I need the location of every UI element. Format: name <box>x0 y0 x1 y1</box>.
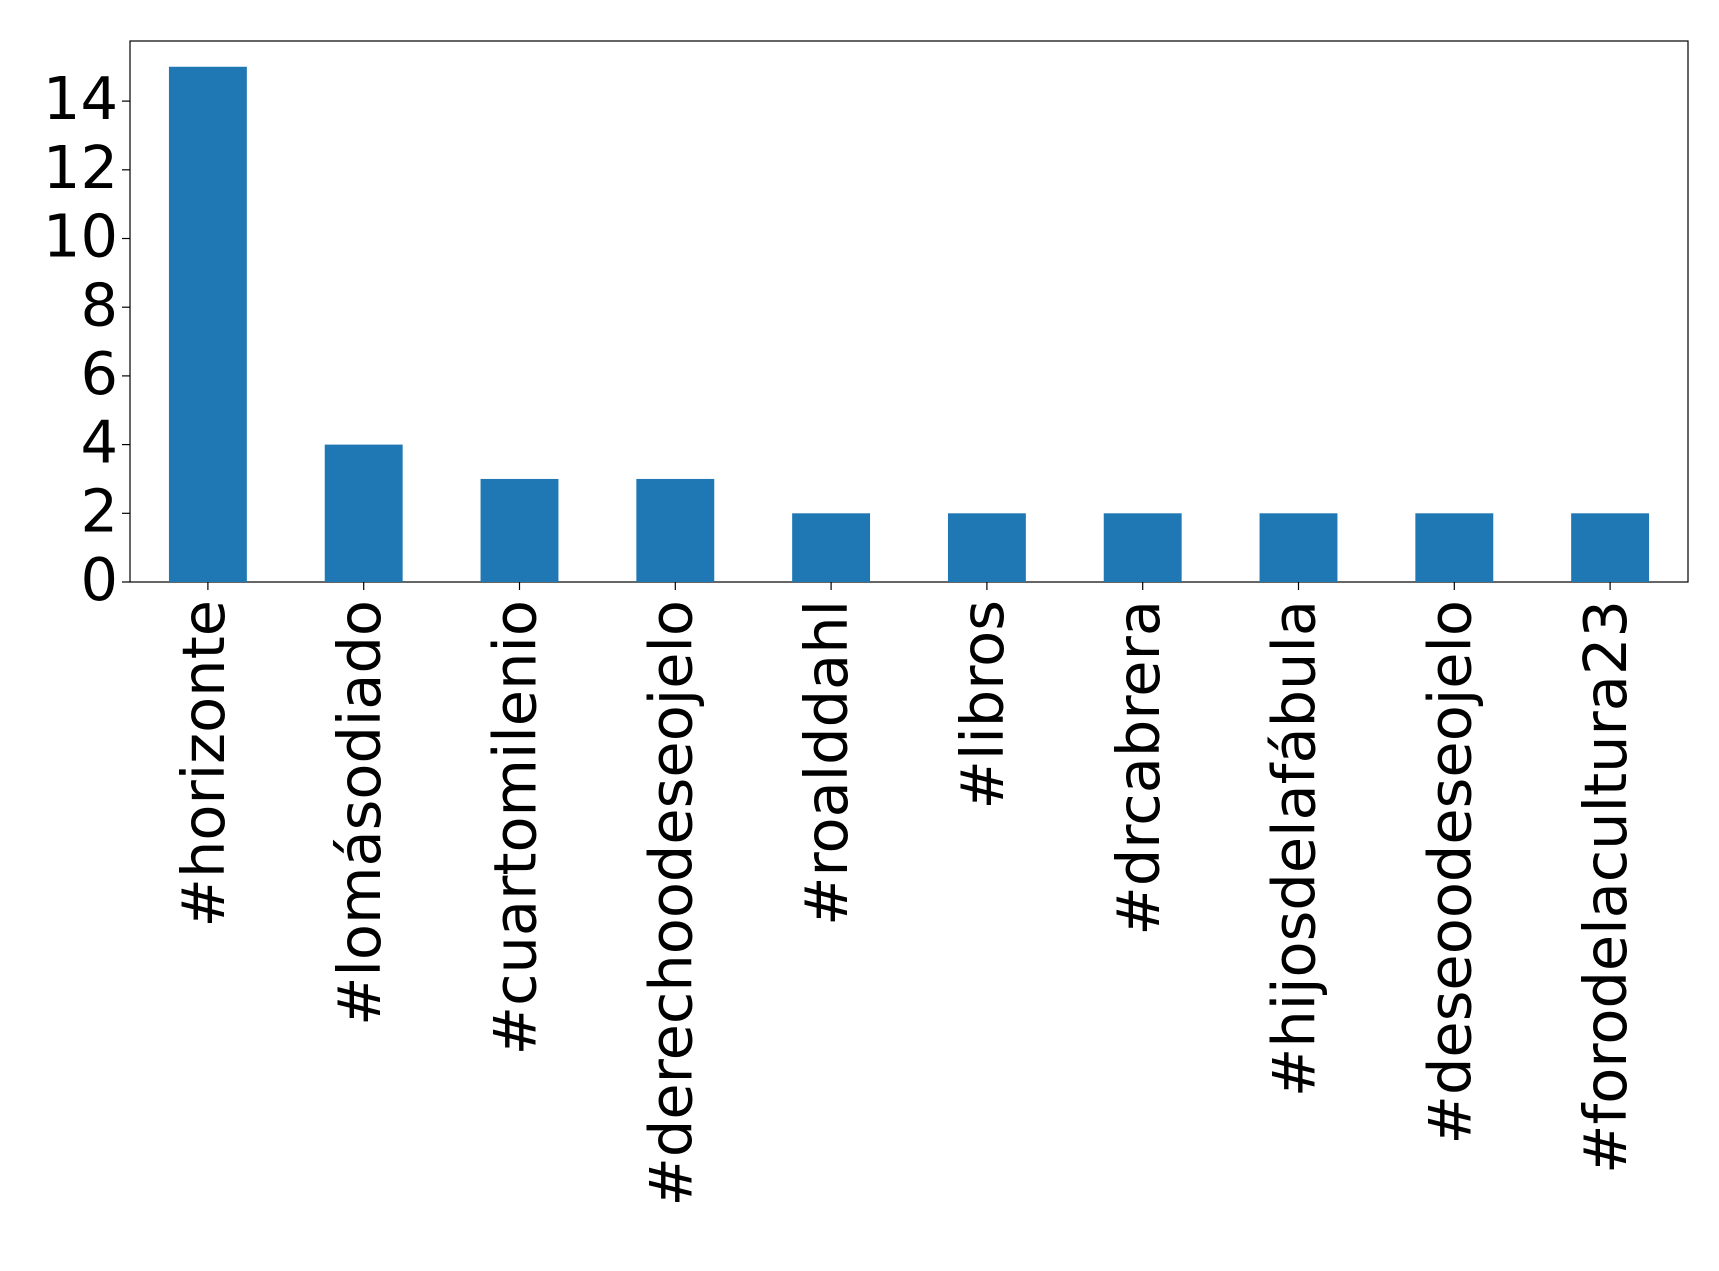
bar <box>947 513 1026 582</box>
x-tick-label: #roalddahl <box>792 600 861 926</box>
y-tick-label: 0 <box>80 545 118 614</box>
y-tick-label: 2 <box>80 476 118 545</box>
bar <box>324 444 403 582</box>
y-tick-label: 14 <box>43 64 118 133</box>
x-tick-label: #deseoodeseojelo <box>1415 600 1484 1144</box>
bar <box>168 66 247 582</box>
x-tick-label: #libros <box>948 600 1017 809</box>
y-tick-label: 6 <box>80 339 118 408</box>
x-tick-label: #cuartomilenio <box>481 600 550 1055</box>
x-tick-label: #derechoodeseojelo <box>636 600 705 1207</box>
bar <box>1571 513 1650 582</box>
bar <box>1103 513 1182 582</box>
x-tick-label: #forodelacultura23 <box>1571 600 1640 1174</box>
bar <box>480 478 559 582</box>
x-tick-label: #drcabrera <box>1104 600 1173 936</box>
bar <box>1259 513 1338 582</box>
bar <box>636 478 715 582</box>
bar <box>1415 513 1494 582</box>
y-tick-label: 4 <box>80 408 118 477</box>
y-tick-label: 8 <box>80 270 118 339</box>
plot-frame <box>129 40 1689 583</box>
x-tick-label: #horizonte <box>169 600 238 927</box>
y-tick-label: 12 <box>43 133 118 202</box>
y-tick-label: 10 <box>43 202 118 271</box>
x-tick-label: #hijosdelafábula <box>1260 600 1329 1097</box>
bar <box>792 513 871 582</box>
x-tick-label: #lomásodiado <box>325 600 394 1026</box>
